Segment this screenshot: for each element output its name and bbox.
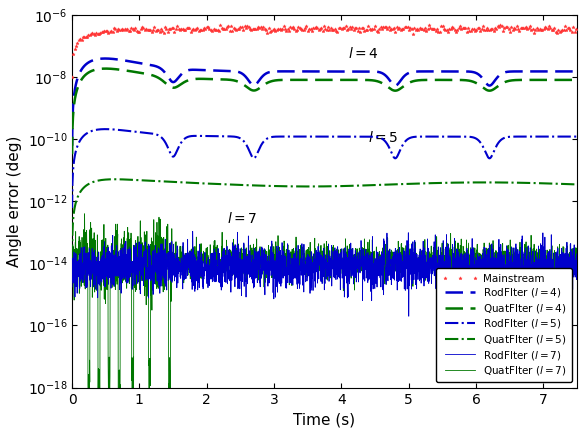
Mainstream — [242, 26, 249, 31]
QuatFIter ($l = 4$) — [284, 77, 291, 82]
QuatFIter ($l = 5$) — [564, 181, 571, 187]
X-axis label: Time (s): Time (s) — [294, 412, 356, 427]
Mainstream — [217, 22, 224, 27]
Mainstream — [232, 26, 239, 32]
QuatFIter ($l = 5$) — [284, 184, 291, 189]
QuatFIter ($l = 7$) — [263, 265, 270, 270]
Line: RodFIter ($l = 4$): RodFIter ($l = 4$) — [72, 59, 577, 146]
Line: QuatFIter ($l = 4$): QuatFIter ($l = 4$) — [72, 69, 577, 154]
QuatFIter ($l = 4$) — [564, 77, 571, 82]
QuatFIter ($l = 4$) — [68, 151, 75, 157]
RodFIter ($l = 5$) — [284, 134, 291, 139]
RodFIter ($l = 4$) — [126, 59, 133, 64]
RodFIter ($l = 4$) — [284, 69, 291, 74]
QuatFIter ($l = 5$) — [111, 177, 118, 182]
RodFIter ($l = 7$) — [68, 284, 75, 289]
Legend: Mainstream, RodFIter ($l = 4$), QuatFIter ($l = 4$), RodFIter ($l = 5$), QuatFIt: Mainstream, RodFIter ($l = 4$), QuatFIte… — [436, 268, 572, 382]
Y-axis label: Angle error (deg): Angle error (deg) — [7, 135, 22, 267]
QuatFIter ($l = 5$) — [262, 183, 269, 188]
Mainstream — [554, 30, 561, 35]
QuatFIter ($l = 4$) — [573, 77, 580, 82]
RodFIter ($l = 7$) — [262, 252, 269, 257]
RodFIter ($l = 7$) — [189, 229, 196, 234]
QuatFIter ($l = 5$) — [126, 177, 133, 182]
Text: $l = 4$: $l = 4$ — [348, 46, 379, 61]
Line: QuatFIter ($l = 5$): QuatFIter ($l = 5$) — [72, 179, 577, 258]
RodFIter ($l = 7$) — [126, 275, 133, 280]
RodFIter ($l = 4$) — [564, 69, 571, 74]
QuatFIter ($l = 5$) — [68, 255, 75, 260]
RodFIter ($l = 4$) — [262, 71, 269, 76]
RodFIter ($l = 5$) — [262, 137, 269, 142]
QuatFIter ($l = 4$) — [157, 76, 164, 81]
QuatFIter ($l = 4$) — [262, 81, 269, 86]
RodFIter ($l = 5$) — [573, 134, 580, 139]
Mainstream — [572, 26, 579, 31]
RodFIter ($l = 4$) — [573, 69, 580, 74]
Line: QuatFIter ($l = 7$): QuatFIter ($l = 7$) — [72, 214, 577, 418]
RodFIter ($l = 5$) — [509, 134, 516, 139]
Mainstream — [322, 26, 329, 32]
RodFIter ($l = 5$) — [126, 128, 133, 134]
RodFIter ($l = 5$) — [157, 134, 164, 139]
Text: $l = 7$: $l = 7$ — [227, 211, 258, 226]
QuatFIter ($l = 7$) — [573, 252, 580, 257]
Mainstream — [371, 23, 378, 29]
RodFIter ($l = 5$) — [102, 127, 109, 132]
QuatFIter ($l = 7$) — [81, 211, 88, 217]
QuatFIter ($l = 7$) — [96, 415, 103, 421]
RodFIter ($l = 7$) — [573, 276, 580, 282]
Text: $l = 5$: $l = 5$ — [369, 130, 399, 145]
RodFIter ($l = 7$) — [510, 266, 517, 271]
RodFIter ($l = 4$) — [509, 69, 516, 74]
QuatFIter ($l = 4$) — [102, 66, 109, 71]
RodFIter ($l = 5$) — [68, 205, 75, 210]
RodFIter ($l = 4$) — [102, 56, 109, 61]
RodFIter ($l = 4$) — [157, 66, 164, 71]
Line: RodFIter ($l = 7$): RodFIter ($l = 7$) — [72, 231, 577, 316]
RodFIter ($l = 7$) — [156, 258, 163, 263]
Line: Mainstream: Mainstream — [70, 23, 578, 79]
QuatFIter ($l = 4$) — [126, 69, 133, 74]
QuatFIter ($l = 5$) — [573, 182, 580, 187]
QuatFIter ($l = 7$) — [564, 260, 571, 265]
QuatFIter ($l = 7$) — [68, 255, 75, 260]
RodFIter ($l = 7$) — [405, 313, 412, 319]
QuatFIter ($l = 7$) — [157, 246, 164, 251]
RodFIter ($l = 4$) — [68, 143, 75, 148]
RodFIter ($l = 7$) — [564, 264, 571, 269]
RodFIter ($l = 5$) — [564, 134, 571, 139]
QuatFIter ($l = 4$) — [509, 78, 516, 83]
Mainstream — [193, 26, 200, 31]
Mainstream — [68, 74, 75, 79]
QuatFIter ($l = 7$) — [510, 246, 517, 251]
QuatFIter ($l = 7$) — [284, 242, 291, 247]
Line: RodFIter ($l = 5$): RodFIter ($l = 5$) — [72, 129, 577, 208]
QuatFIter ($l = 5$) — [157, 179, 164, 184]
RodFIter ($l = 7$) — [284, 280, 291, 285]
QuatFIter ($l = 7$) — [127, 257, 134, 263]
QuatFIter ($l = 5$) — [509, 180, 516, 185]
